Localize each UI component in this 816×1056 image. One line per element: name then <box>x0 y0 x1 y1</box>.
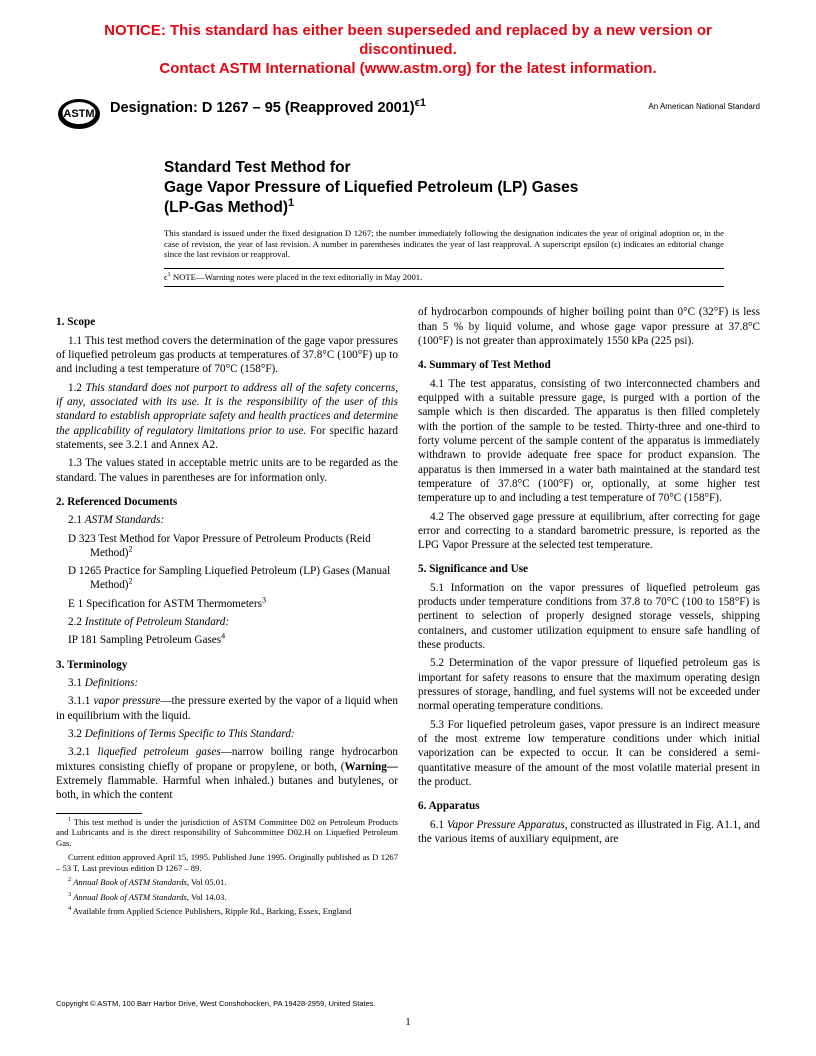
ref-d323-text: D 323 Test Method for Vapor Pressure of … <box>68 533 371 559</box>
title-line2: Gage Vapor Pressure of Liquefied Petrole… <box>164 179 578 196</box>
sec1-p3: 1.3 The values stated in acceptable metr… <box>56 456 398 485</box>
sec2-p1-num: 2.1 <box>68 514 85 526</box>
sec3-p3-italic: Definitions of Terms Specific to This St… <box>85 728 295 740</box>
sec5-head: 5. Significance and Use <box>418 562 760 576</box>
svg-text:ASTM: ASTM <box>63 108 94 120</box>
sec1-p1: 1.1 This test method covers the determin… <box>56 334 398 377</box>
sec2-p2-italic: Institute of Petroleum Standard: <box>85 616 229 628</box>
fn2-title: Annual Book of ASTM Standards <box>73 877 187 887</box>
eps-label: NOTE <box>171 272 196 282</box>
sec2-p1: 2.1 ASTM Standards: <box>56 513 398 527</box>
sec2-p1-italic: ASTM Standards: <box>85 514 164 526</box>
sec6-p1: 6.1 Vapor Pressure Apparatus, constructe… <box>418 818 760 847</box>
ref-e1-sup: 3 <box>262 595 266 604</box>
sec4-p2: 4.2 The observed gage pressure at equili… <box>418 510 760 553</box>
ref-ip181-text: IP 181 Sampling Petroleum Gases <box>68 634 221 646</box>
column-left: 1. Scope 1.1 This test method covers the… <box>56 305 398 920</box>
sec3-p4-warning: Warning— <box>345 761 398 773</box>
sec4-head: 4. Summary of Test Method <box>418 358 760 372</box>
sec3-p3-num: 3.2 <box>68 728 85 740</box>
ref-d1265-text: D 1265 Practice for Sampling Liquefied P… <box>68 565 390 591</box>
footnote-3: 3 Annual Book of ASTM Standards, Vol 14.… <box>56 892 398 902</box>
designation: Designation: D 1267 – 95 (Reapproved 200… <box>110 92 648 116</box>
ref-d323-sup: 2 <box>129 544 133 553</box>
notice-line1: NOTICE: This standard has either been su… <box>104 22 712 58</box>
epsilon-note: ϵ1 NOTE—Warning notes were placed in the… <box>164 268 724 287</box>
sec3-p1-num: 3.1 <box>68 677 85 689</box>
sec3-cont: of hydrocarbon compounds of higher boili… <box>418 305 760 348</box>
sec4-p1: 4.1 The test apparatus, consisting of tw… <box>418 377 760 506</box>
sec3-p1-italic: Definitions: <box>85 677 138 689</box>
astm-logo: ASTM <box>56 92 102 132</box>
sec1-head: 1. Scope <box>56 315 398 329</box>
sec3-p1: 3.1 Definitions: <box>56 676 398 690</box>
sec5-p2: 5.2 Determination of the vapor pressure … <box>418 656 760 713</box>
ref-ip181-sup: 4 <box>221 632 225 641</box>
sec3-p4-term: liquefied petroleum gases <box>98 746 221 758</box>
sec3-p3: 3.2 Definitions of Terms Specific to Thi… <box>56 727 398 741</box>
sec3-p2-num: 3.1.1 <box>68 695 93 707</box>
notice-banner: NOTICE: This standard has either been su… <box>56 22 760 78</box>
footnote-2: 2 Annual Book of ASTM Standards, Vol 05.… <box>56 877 398 887</box>
eps-text: —Warning notes were placed in the text e… <box>196 272 422 282</box>
page: NOTICE: This standard has either been su… <box>0 0 816 1056</box>
sec1-p2: 1.2 This standard does not purport to ad… <box>56 381 398 453</box>
copyright: Copyright © ASTM, 100 Barr Harbor Drive,… <box>56 999 376 1008</box>
sec3-p2-term: vapor pressure <box>93 695 160 707</box>
sec6-p1-num: 6.1 <box>430 819 447 831</box>
sec6-head: 6. Apparatus <box>418 799 760 813</box>
designation-text: Designation: D 1267 – 95 (Reapproved 200… <box>110 100 415 116</box>
sec3-p4-def2: Extremely flammable. Harmful when inhale… <box>56 775 398 801</box>
ref-e1-text: E 1 Specification for ASTM Thermometers <box>68 598 262 610</box>
title-block: Standard Test Method for Gage Vapor Pres… <box>164 158 724 217</box>
ans-label: An American National Standard <box>648 92 760 111</box>
page-number: 1 <box>0 1016 816 1028</box>
fn2-sup: 2 <box>68 876 71 883</box>
footnote-rule <box>56 813 142 814</box>
fn1a-text: This test method is under the jurisdicti… <box>56 817 398 848</box>
ref-ip181: IP 181 Sampling Petroleum Gases4 <box>56 633 398 647</box>
sec1-p2-num: 1.2 <box>68 382 85 394</box>
header-row: ASTM Designation: D 1267 – 95 (Reapprove… <box>56 92 760 132</box>
title-line3: (LP-Gas Method) <box>164 199 288 216</box>
ref-e1: E 1 Specification for ASTM Thermometers3 <box>56 597 398 611</box>
sec2-p2-num: 2.2 <box>68 616 85 628</box>
standard-title: Standard Test Method for Gage Vapor Pres… <box>164 158 724 217</box>
fn3-sup: 3 <box>68 891 71 898</box>
title-line1: Standard Test Method for <box>164 159 351 176</box>
sec3-head: 3. Terminology <box>56 658 398 672</box>
fn3-title: Annual Book of ASTM Standards <box>73 892 187 902</box>
title-sup: 1 <box>288 197 294 209</box>
fn2-tail: , Vol 05.01. <box>187 877 227 887</box>
ref-d1265: D 1265 Practice for Sampling Liquefied P… <box>56 564 398 593</box>
body-columns: 1. Scope 1.1 This test method covers the… <box>56 305 760 920</box>
footnote-1b: Current edition approved April 15, 1995.… <box>56 852 398 873</box>
ref-d323: D 323 Test Method for Vapor Pressure of … <box>56 532 398 561</box>
designation-sup: ϵ1 <box>415 97 426 109</box>
fn3-tail: , Vol 14.03. <box>187 892 227 902</box>
sec6-p1-italic: Vapor Pressure Apparatus <box>447 819 565 831</box>
sec3-p4: 3.2.1 liquefied petroleum gases—narrow b… <box>56 745 398 802</box>
sec5-p1: 5.1 Information on the vapor pressures o… <box>418 581 760 653</box>
fn4-text: Available from Applied Science Publisher… <box>71 906 351 916</box>
notice-line2: Contact ASTM International (www.astm.org… <box>159 60 656 77</box>
sec2-p2: 2.2 Institute of Petroleum Standard: <box>56 615 398 629</box>
issuance-note: This standard is issued under the fixed … <box>164 228 724 261</box>
sec3-p2: 3.1.1 vapor pressure—the pressure exerte… <box>56 694 398 723</box>
footnote-4: 4 Available from Applied Science Publish… <box>56 906 398 916</box>
sec3-p4-num: 3.2.1 <box>68 746 98 758</box>
ref-d1265-sup: 2 <box>129 577 133 586</box>
footnote-1a: 1 This test method is under the jurisdic… <box>56 817 398 848</box>
sec2-head: 2. Referenced Documents <box>56 495 398 509</box>
sec5-p3: 5.3 For liquefied petroleum gases, vapor… <box>418 718 760 790</box>
column-right: of hydrocarbon compounds of higher boili… <box>418 305 760 920</box>
